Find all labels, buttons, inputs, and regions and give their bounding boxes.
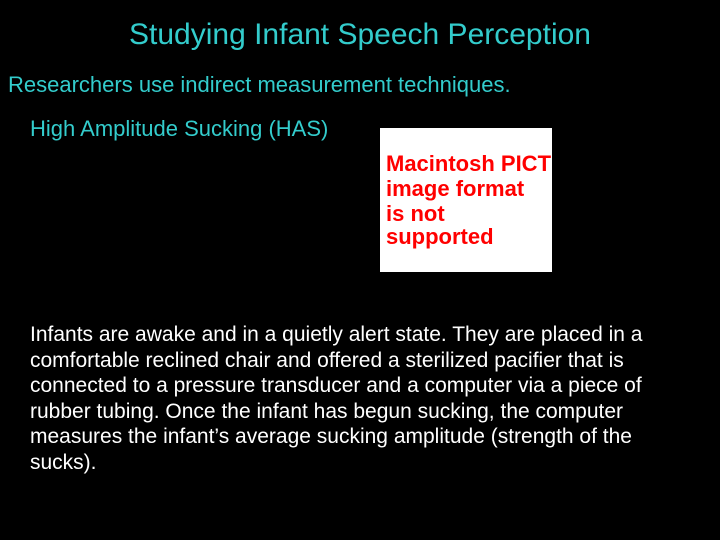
intro-text: Researchers use indirect measurement tec… [0,64,720,98]
pict-line-2: image format [386,177,552,200]
subheading: High Amplitude Sucking (HAS) [0,98,720,142]
slide-title: Studying Infant Speech Perception [0,0,720,64]
pict-placeholder: Macintosh PICT image format is not suppo… [380,128,552,272]
slide: Studying Infant Speech Perception Resear… [0,0,720,540]
pict-line-3: is not supported [386,202,552,248]
body-paragraph: Infants are awake and in a quietly alert… [30,322,692,476]
pict-line-1: Macintosh PICT [386,152,552,175]
